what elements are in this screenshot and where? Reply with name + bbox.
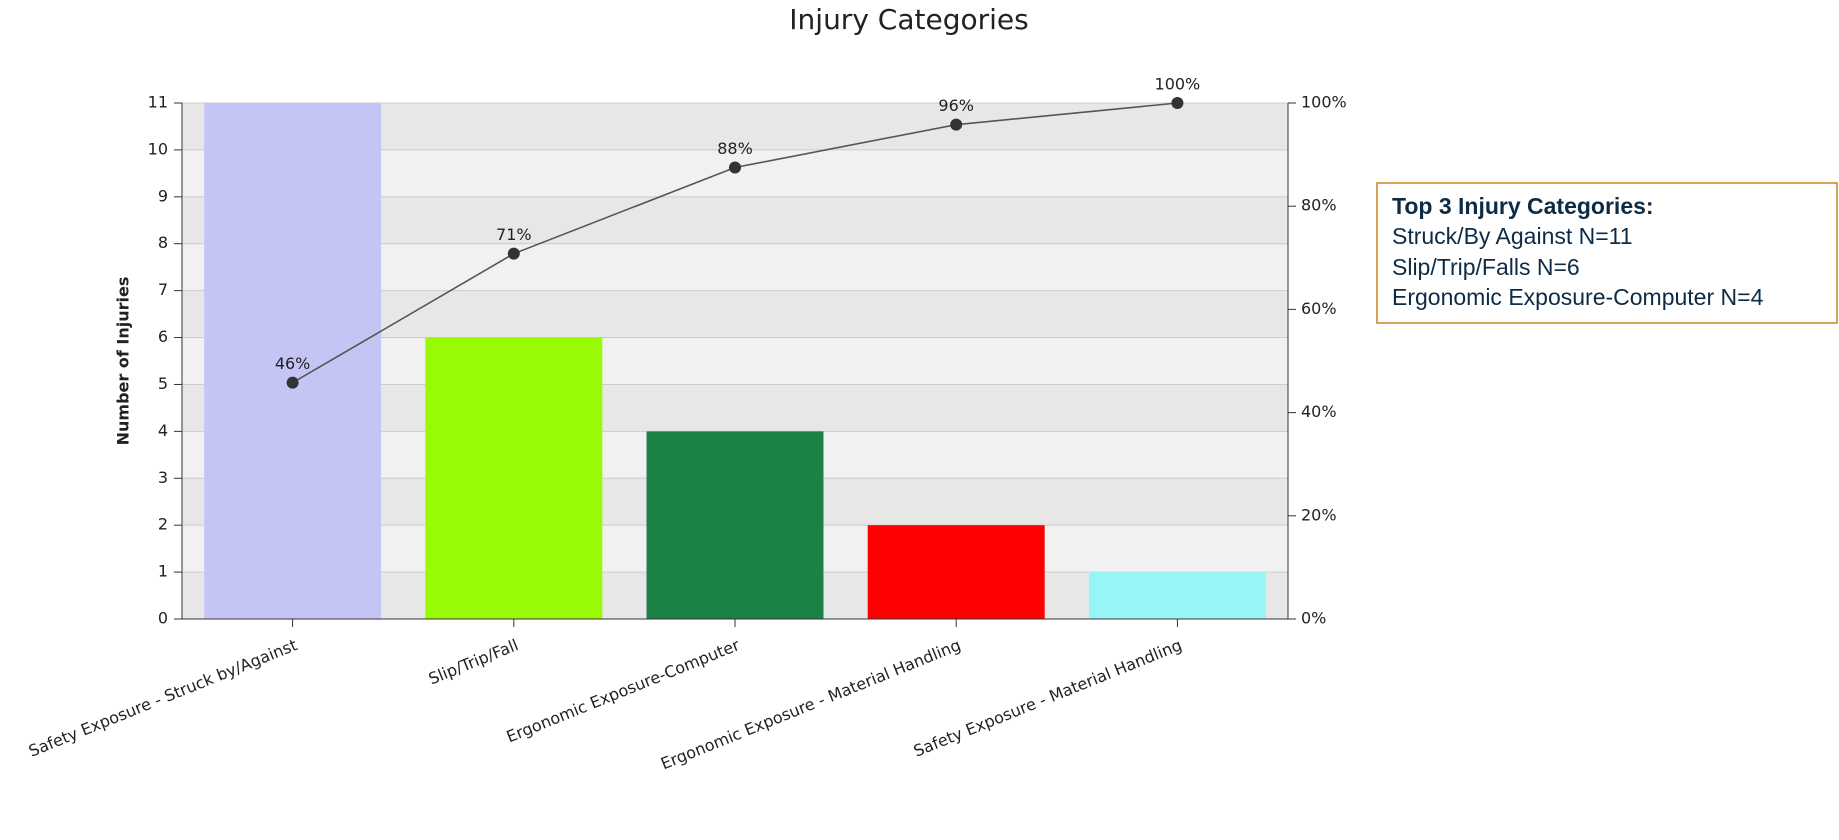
y-tick-label: 0	[158, 609, 168, 628]
annotation-line: Slip/Trip/Falls N=6	[1392, 254, 1580, 280]
data-label: 46%	[275, 354, 311, 373]
y-tick-label: 9	[158, 186, 168, 205]
y2-tick-label: 40%	[1301, 402, 1337, 421]
data-label: 100%	[1155, 75, 1201, 94]
chart-title: Injury Categories	[789, 3, 1028, 36]
cumulative-point	[286, 376, 299, 389]
y2-tick-label: 100%	[1301, 93, 1347, 112]
bar	[646, 431, 824, 619]
y-tick-label: 4	[158, 421, 168, 440]
y-axis-label: Number of Injuries	[114, 277, 133, 446]
y-tick-label: 11	[148, 93, 168, 112]
y-tick-label: 2	[158, 515, 168, 534]
y-tick-label: 6	[158, 327, 168, 346]
y-tick-label: 1	[158, 562, 168, 581]
y2-tick-label: 0%	[1301, 609, 1326, 628]
annotation-title: Top 3 Injury Categories:	[1392, 193, 1654, 219]
data-label: 71%	[496, 225, 532, 244]
y2-tick-label: 20%	[1301, 505, 1337, 524]
y-tick-label: 5	[158, 374, 168, 393]
y-tick-label: 7	[158, 280, 168, 299]
y2-tick-label: 80%	[1301, 196, 1337, 215]
y-tick-label: 8	[158, 233, 168, 252]
bar	[867, 525, 1045, 619]
cumulative-point	[1171, 97, 1184, 109]
bar	[425, 337, 603, 619]
x-tick-label: Ergonomic Exposure-Computer	[504, 635, 743, 746]
cumulative-point	[507, 247, 520, 260]
cumulative-point	[729, 161, 741, 174]
data-label: 88%	[717, 139, 753, 158]
cumulative-point	[950, 118, 963, 131]
bar	[204, 103, 382, 619]
x-tick-label: Safety Exposure - Struck by/Against	[26, 635, 300, 760]
y2-tick-label: 60%	[1301, 299, 1337, 318]
y-tick-label: 3	[158, 468, 168, 487]
annotation-line: Struck/By Against N=11	[1392, 223, 1633, 249]
annotation-box	[1376, 182, 1838, 324]
annotation-line: Ergonomic Exposure-Computer N=4	[1392, 284, 1764, 310]
bar	[1088, 572, 1266, 619]
data-label: 96%	[938, 96, 974, 115]
x-tick-label: Slip/Trip/Fall	[426, 635, 521, 688]
y-tick-label: 10	[148, 139, 168, 158]
